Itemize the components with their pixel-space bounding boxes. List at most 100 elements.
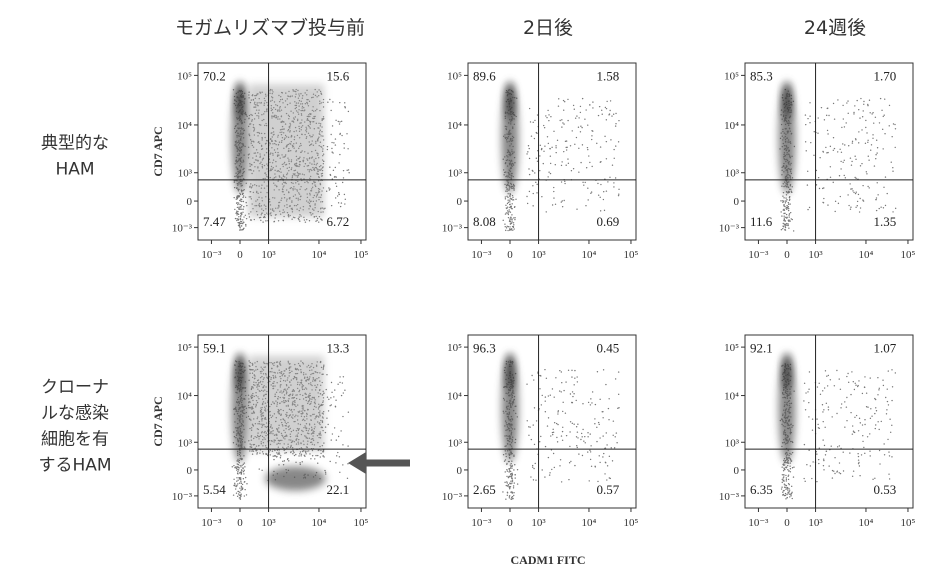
dot xyxy=(886,413,887,414)
column-header: モガムリズマブ投与前 xyxy=(175,16,365,39)
dot xyxy=(610,100,611,101)
dot xyxy=(243,228,244,229)
dot xyxy=(615,177,616,178)
dot xyxy=(581,127,582,128)
dot xyxy=(317,463,318,464)
y-tick-label: 10³ xyxy=(178,168,193,180)
dot xyxy=(508,484,509,485)
dot xyxy=(786,480,787,481)
dot xyxy=(872,138,873,139)
dot xyxy=(817,117,818,118)
dot xyxy=(848,145,849,146)
y-tick-label: 10⁴ xyxy=(724,120,739,132)
dot xyxy=(606,190,607,191)
dot xyxy=(560,459,561,460)
dot xyxy=(542,469,543,470)
dot xyxy=(872,479,873,480)
dot xyxy=(781,215,782,216)
dot xyxy=(614,447,615,448)
dot xyxy=(512,230,513,231)
dot xyxy=(514,219,515,220)
dot xyxy=(783,490,784,491)
dot xyxy=(288,460,289,461)
dot xyxy=(602,411,603,412)
dot xyxy=(507,193,508,194)
dot xyxy=(280,455,281,456)
quadrant-percent: 85.3 xyxy=(750,69,773,84)
dot xyxy=(516,97,517,98)
dot xyxy=(894,124,895,125)
dot xyxy=(245,477,246,478)
column-header: 2日後 xyxy=(523,17,573,39)
dot xyxy=(332,101,333,102)
dot xyxy=(532,467,533,468)
dot xyxy=(839,462,840,463)
column-header: 24週後 xyxy=(804,17,866,39)
dot xyxy=(866,132,867,133)
dot xyxy=(243,473,244,474)
dot xyxy=(846,420,847,421)
dot xyxy=(830,166,831,167)
dot xyxy=(892,211,893,212)
dot xyxy=(559,465,560,466)
dot xyxy=(329,461,330,462)
y-tick-label: 10⁻³ xyxy=(442,223,463,235)
dot xyxy=(506,196,507,197)
dot xyxy=(536,133,537,134)
dot xyxy=(888,451,889,452)
dot xyxy=(341,121,342,122)
dot xyxy=(784,464,785,465)
dot xyxy=(273,459,274,460)
dot xyxy=(507,492,508,493)
dot xyxy=(839,149,840,150)
dot xyxy=(517,469,518,470)
dot xyxy=(515,474,516,475)
dot xyxy=(342,182,343,183)
dot xyxy=(327,149,328,150)
dot xyxy=(587,147,588,148)
y-tick-label: 0 xyxy=(187,196,193,208)
dot xyxy=(533,468,534,469)
dot xyxy=(514,464,515,465)
dot xyxy=(339,154,340,155)
dot xyxy=(858,109,859,110)
dot xyxy=(603,199,604,200)
dot xyxy=(548,417,549,418)
dot xyxy=(859,475,860,476)
dot xyxy=(883,187,884,188)
dot xyxy=(789,213,790,214)
dot xyxy=(541,196,542,197)
y-tick-label: 10⁵ xyxy=(447,70,462,82)
x-tick-label: 10⁵ xyxy=(354,517,369,529)
dot xyxy=(862,435,863,436)
dot xyxy=(550,156,551,157)
dot xyxy=(563,200,564,201)
dot xyxy=(618,120,619,121)
dot xyxy=(576,209,577,210)
dot xyxy=(875,158,876,159)
dot xyxy=(581,433,582,434)
y-tick-label: 10³ xyxy=(725,437,740,449)
dot xyxy=(607,465,608,466)
dot xyxy=(537,114,538,115)
dot xyxy=(790,493,791,494)
dot xyxy=(531,375,532,376)
dot xyxy=(337,384,338,385)
dot xyxy=(278,464,279,465)
dot xyxy=(235,488,236,489)
dot xyxy=(891,425,892,426)
dot xyxy=(513,487,514,488)
dot xyxy=(578,171,579,172)
dot xyxy=(833,182,834,183)
dot xyxy=(817,386,818,387)
dot xyxy=(542,395,543,396)
dot xyxy=(889,455,890,456)
dot xyxy=(529,148,530,149)
dot xyxy=(240,490,241,491)
dot xyxy=(783,460,784,461)
dot xyxy=(337,195,338,196)
dot xyxy=(869,112,870,113)
dot xyxy=(234,483,235,484)
dot xyxy=(855,193,856,194)
dot xyxy=(561,382,562,383)
